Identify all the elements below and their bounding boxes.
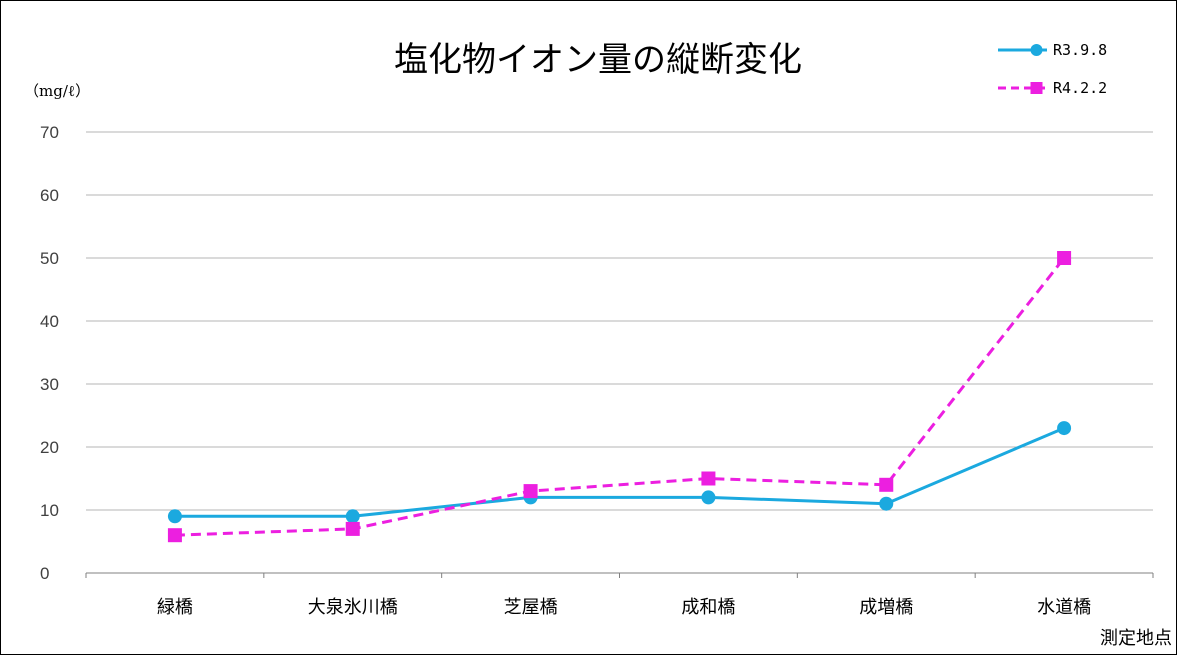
legend-marker <box>1030 82 1043 94</box>
data-point <box>1057 421 1072 436</box>
y-tick-label: 10 <box>40 501 59 520</box>
y-axis-unit-label: （mg/ℓ） <box>24 82 90 100</box>
series-line-1 <box>174 257 1066 537</box>
y-tick-label: 0 <box>40 564 49 583</box>
data-point <box>167 509 182 524</box>
data-point <box>1057 251 1072 265</box>
x-axis-title: 測定地点 <box>1100 628 1172 649</box>
x-category-label: 成増橋 <box>859 597 913 618</box>
legend: R3.9.8 R4.2.2 <box>998 41 1107 97</box>
data-point <box>345 521 360 536</box>
x-category-label: 水道橋 <box>1037 597 1091 618</box>
data-point <box>167 528 182 543</box>
legend-marker <box>1030 44 1043 56</box>
series-group <box>167 251 1072 543</box>
y-axis-ticks: 0 10 20 30 40 50 60 70 <box>40 123 59 583</box>
data-point <box>523 484 538 499</box>
data-point <box>701 471 716 486</box>
y-tick-label: 30 <box>40 375 59 394</box>
chart-title: 塩化物イオン量の縦断変化 <box>394 40 802 80</box>
y-tick-label: 60 <box>40 186 59 205</box>
x-category-label: 大泉氷川橋 <box>308 597 398 618</box>
y-tick-label: 20 <box>40 438 59 457</box>
data-point <box>701 490 716 505</box>
series-line-0 <box>174 426 1065 518</box>
legend-label: R3.9.8 <box>1053 41 1107 59</box>
y-tick-label: 40 <box>40 312 59 331</box>
x-category-label: 成和橋 <box>681 597 735 618</box>
x-category-label: 芝屋橋 <box>504 597 558 618</box>
data-point <box>879 477 894 492</box>
gridlines <box>86 131 1153 511</box>
x-category-label: 緑橋 <box>157 597 193 618</box>
data-point <box>879 496 894 511</box>
y-tick-label: 70 <box>40 123 59 142</box>
y-tick-label: 50 <box>40 249 59 268</box>
legend-label: R4.2.2 <box>1053 79 1107 97</box>
x-axis: 緑橋 大泉氷川橋 芝屋橋 成和橋 成増橋 水道橋 <box>85 572 1154 618</box>
data-point <box>345 509 360 524</box>
